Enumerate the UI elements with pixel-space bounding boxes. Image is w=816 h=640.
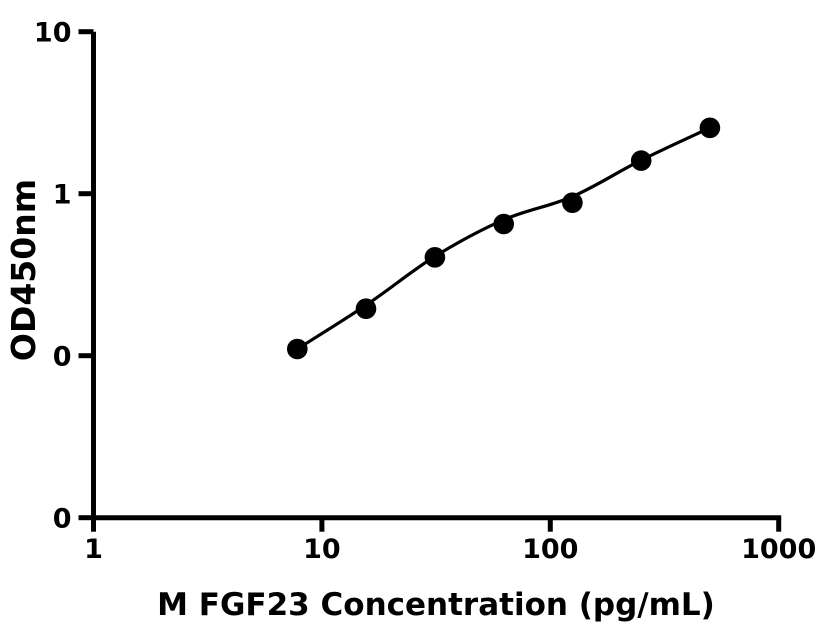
y-tick-label: 0: [53, 342, 72, 373]
x-tick-label: 100: [522, 534, 578, 565]
data-point: [355, 298, 377, 320]
y-axis-title: OD450nm: [4, 179, 43, 361]
data-point: [699, 117, 721, 139]
data-point: [424, 246, 446, 268]
data-point: [630, 150, 652, 171]
data-point: [493, 213, 514, 235]
axes: [91, 31, 782, 521]
y-tick-label: 1: [53, 180, 72, 211]
data-series: [287, 117, 721, 360]
data-point: [562, 192, 583, 213]
x-tick-label: 1000: [741, 534, 816, 565]
x-tick-label: 10: [303, 534, 341, 565]
data-point: [287, 338, 308, 360]
y-tick-label: 0: [53, 504, 72, 535]
y-tick-label: 10: [34, 18, 72, 49]
x-axis-title: M FGF23 Concentration (pg/mL): [157, 587, 715, 623]
x-tick-label: 1: [84, 534, 103, 565]
